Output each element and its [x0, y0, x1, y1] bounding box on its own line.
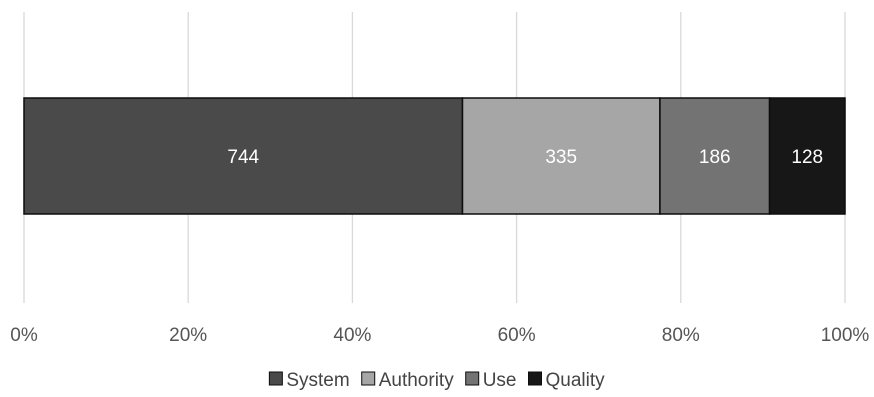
data-label-system: 744	[227, 147, 259, 168]
legend-label-use: Use	[483, 370, 517, 391]
legend-label-quality: Quality	[546, 370, 606, 391]
x-tick-label: 80%	[662, 325, 700, 346]
legend: System Authority Use Quality	[268, 370, 606, 391]
data-label-quality: 128	[791, 147, 823, 168]
legend-label-authority: Authority	[379, 370, 454, 391]
legend-swatch-quality	[528, 371, 542, 386]
legend-label-system: System	[286, 370, 349, 391]
bar-segment-quality	[768, 97, 846, 215]
x-tick-label: 0%	[10, 325, 38, 346]
data-label-authority: 335	[545, 147, 577, 168]
legend-swatch-authority	[361, 371, 376, 386]
x-tick-label: 100%	[821, 325, 870, 346]
x-axis-tick-labels: 0% 20% 40% 60% 80% 100%	[10, 325, 869, 346]
x-tick-label: 40%	[333, 325, 371, 346]
legend-swatch-system	[268, 371, 283, 386]
legend-swatch-use	[465, 371, 480, 386]
bar-segment-system	[23, 97, 464, 215]
bar-segments: 744 335 186 128	[23, 97, 846, 215]
x-tick-label: 60%	[498, 325, 536, 346]
data-label-use: 186	[699, 147, 731, 168]
x-tick-label: 20%	[169, 325, 207, 346]
